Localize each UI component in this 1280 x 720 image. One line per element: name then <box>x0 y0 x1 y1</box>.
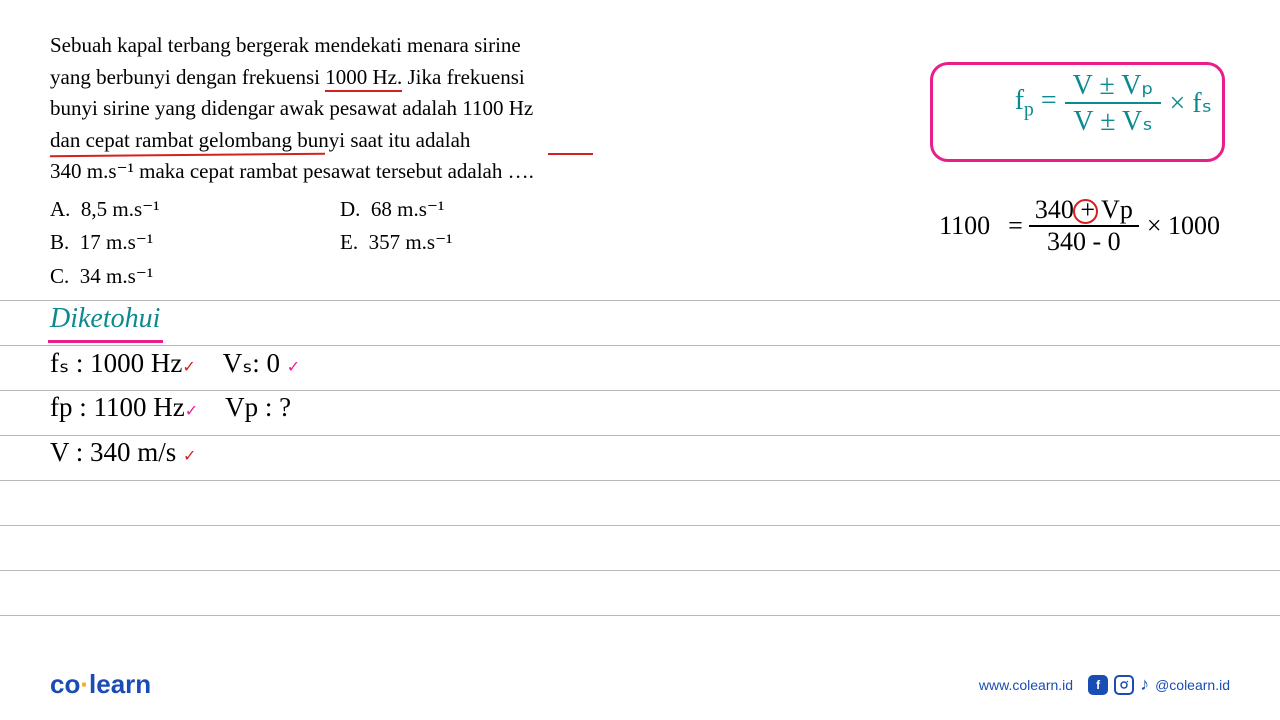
notebook-line <box>0 435 1280 436</box>
question-line1: Sebuah kapal terbang bergerak mendekati … <box>50 33 521 57</box>
question-line4: dan cepat rambat gelombang bunyi saat it… <box>50 128 470 152</box>
check-icon: ✓ <box>185 403 198 420</box>
instagram-icon <box>1114 675 1134 695</box>
facebook-icon: f <box>1088 675 1108 695</box>
notebook-line <box>0 570 1280 571</box>
diketahui-underline <box>48 340 163 343</box>
given-v: V : 340 m/s ✓ <box>50 437 196 468</box>
question-line5: 340 m.s⁻¹ maka cepat rambat pesawat ters… <box>50 159 534 183</box>
footer-right: www.colearn.id f ♪ @colearn.id <box>979 674 1230 695</box>
calculation: 1100 = 340 + Vp × 1000 340 - 0 <box>939 195 1220 257</box>
notebook-line <box>0 525 1280 526</box>
tiktok-icon: ♪ <box>1140 674 1149 695</box>
diketahui-title: Diketohui <box>50 303 160 335</box>
red-underline-1 <box>548 153 593 155</box>
option-e: E. 357 m.s⁻¹ <box>340 226 620 260</box>
question-text: Sebuah kapal terbang bergerak mendekati … <box>50 30 620 188</box>
check-icon: ✓ <box>287 359 300 376</box>
check-icon: ✓ <box>182 359 195 376</box>
option-c: C. 34 m.s⁻¹ <box>50 260 340 294</box>
question-line3: bunyi sirine yang didengar awak pesawat … <box>50 96 533 120</box>
freq-underlined: 1000 Hz. <box>325 65 402 92</box>
check-icon: ✓ <box>183 448 196 465</box>
option-b: B. 17 m.s⁻¹ <box>50 226 340 260</box>
doppler-formula: fp = V ± Vₚ × fₛ V ± Vₛ <box>1015 68 1212 138</box>
footer-url: www.colearn.id <box>979 677 1073 693</box>
footer-handle: @colearn.id <box>1155 677 1230 693</box>
notebook-line <box>0 300 1280 301</box>
notebook-line <box>0 615 1280 616</box>
plus-circle <box>1073 199 1098 224</box>
option-a: A. 8,5 m.s⁻¹ <box>50 193 340 227</box>
option-d: D. 68 m.s⁻¹ <box>340 193 620 227</box>
notebook-line <box>0 345 1280 346</box>
notebook-line <box>0 480 1280 481</box>
colearn-logo: co·learn <box>50 669 151 700</box>
given-fs: fₛ : 1000 Hz✓ Vₛ: 0 ✓ <box>50 348 300 379</box>
footer: co·learn www.colearn.id f ♪ @colearn.id <box>0 669 1280 700</box>
social-icons: f ♪ @colearn.id <box>1088 674 1230 695</box>
logo-dot: · <box>80 669 89 699</box>
question-line2-post: Jika frekuensi <box>402 65 524 89</box>
given-fp: fp : 1100 Hz✓ Vp : ? <box>50 392 291 423</box>
notebook-line <box>0 390 1280 391</box>
red-underline-2 <box>50 153 325 157</box>
question-line2-pre: yang berbunyi dengan frekuensi <box>50 65 325 89</box>
